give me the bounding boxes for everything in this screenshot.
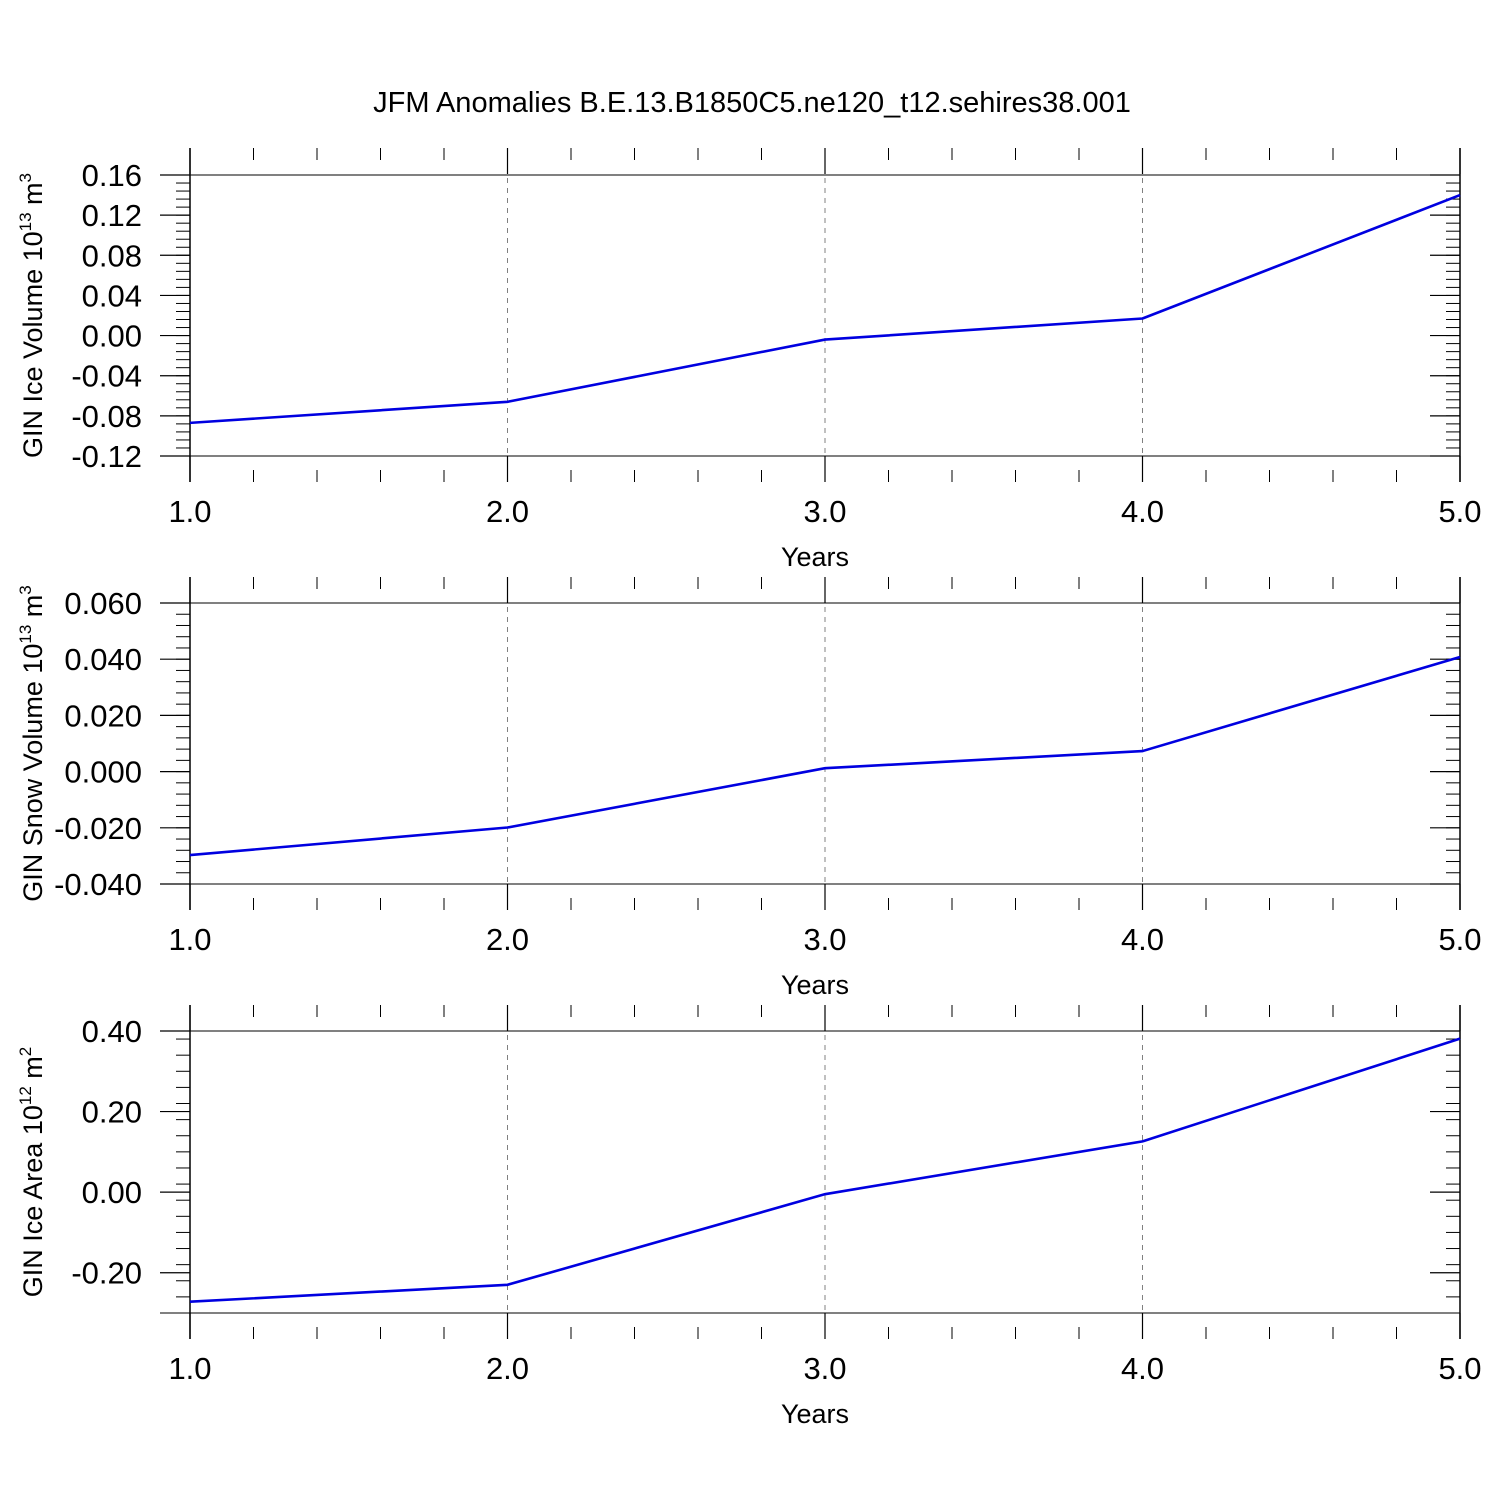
y-tick-label: 0.00 — [82, 1175, 142, 1210]
y-tick-label: -0.04 — [71, 359, 142, 394]
panel-3: -0.20 0.00 0.20 0.40 1.0 2.0 3.0 4.0 5.0 Years GIN… — [16, 1005, 1482, 1429]
y-tick-label: 0.000 — [64, 755, 142, 790]
x-tick-label: 3.0 — [803, 922, 846, 957]
x-tick-label: 5.0 — [1438, 494, 1481, 529]
x-tick-label: 3.0 — [803, 494, 846, 529]
y-axis-label-exponent: 13 — [16, 625, 35, 644]
x-axis-label: Years — [781, 542, 849, 572]
y-tick-label: 0.020 — [64, 698, 142, 733]
y-axis-label: GIN Ice Volume 1013 m3 — [16, 173, 48, 458]
x-tick-label: 1.0 — [168, 922, 211, 957]
y-axis-label: GIN Ice Area 1012 m2 — [16, 1047, 48, 1298]
x-axis-label: Years — [781, 970, 849, 1000]
y-axis-label-unit-exponent: 3 — [16, 173, 35, 182]
x-tick-label: 1.0 — [168, 1351, 211, 1386]
x-tick-label: 4.0 — [1121, 922, 1164, 957]
x-tick-label: 1.0 — [168, 494, 211, 529]
panels: -0.12 -0.08 -0.04 0.00 0.04 0.08 0.12 0.16 1.0 2.… — [16, 148, 1482, 1429]
y-tick-label: -0.20 — [71, 1256, 142, 1291]
y-axis-label-unit-exponent: 2 — [16, 1047, 35, 1056]
y-axis-label: GIN Snow Volume 1013 m3 — [16, 585, 48, 902]
panel-2: -0.040 -0.020 0.000 0.020 0.040 0.060 1.0 2.0 3.… — [16, 577, 1482, 1000]
y-axis-label-unit: m — [18, 1056, 48, 1086]
y-tick-label: -0.12 — [71, 439, 142, 474]
y-axis-label-main: GIN Snow Volume 10 — [18, 644, 48, 902]
x-tick-label: 4.0 — [1121, 494, 1164, 529]
x-tick-label: 3.0 — [803, 1351, 846, 1386]
y-axis-label-exponent: 12 — [16, 1086, 35, 1105]
x-tick-label: 2.0 — [486, 922, 529, 957]
x-axis-label: Years — [781, 1399, 849, 1429]
y-tick-label: 0.04 — [82, 278, 142, 313]
y-tick-label: 0.16 — [82, 158, 142, 193]
series-line — [190, 657, 1460, 855]
y-axis-label-main: GIN Ice Area 10 — [18, 1105, 48, 1297]
x-tick-label: 4.0 — [1121, 1351, 1164, 1386]
y-tick-label: 0.00 — [82, 319, 142, 354]
y-tick-label: 0.08 — [82, 238, 142, 273]
y-tick-label: 0.12 — [82, 198, 142, 233]
y-tick-label: -0.020 — [54, 811, 142, 846]
y-tick-label: 0.040 — [64, 642, 142, 677]
y-tick-label: 0.20 — [82, 1095, 142, 1130]
x-tick-label: 5.0 — [1438, 1351, 1481, 1386]
y-axis-label-unit: m — [18, 595, 48, 625]
y-tick-label: -0.040 — [54, 867, 142, 902]
y-axis-label-exponent: 13 — [16, 212, 35, 231]
y-axis-label-main: GIN Ice Volume 10 — [18, 231, 48, 458]
panel-1: -0.12 -0.08 -0.04 0.00 0.04 0.08 0.12 0.16 1.0 2.… — [16, 148, 1482, 572]
y-tick-label: 0.060 — [64, 586, 142, 621]
y-tick-label: -0.08 — [71, 399, 142, 434]
x-tick-label: 5.0 — [1438, 922, 1481, 957]
figure-title: JFM Anomalies B.E.13.B1850C5.ne120_t12.s… — [373, 87, 1131, 119]
x-tick-label: 2.0 — [486, 1351, 529, 1386]
x-tick-label: 2.0 — [486, 494, 529, 529]
y-axis-label-unit-exponent: 3 — [16, 585, 35, 594]
y-axis-label-unit: m — [18, 182, 48, 212]
y-tick-label: 0.40 — [82, 1014, 142, 1049]
